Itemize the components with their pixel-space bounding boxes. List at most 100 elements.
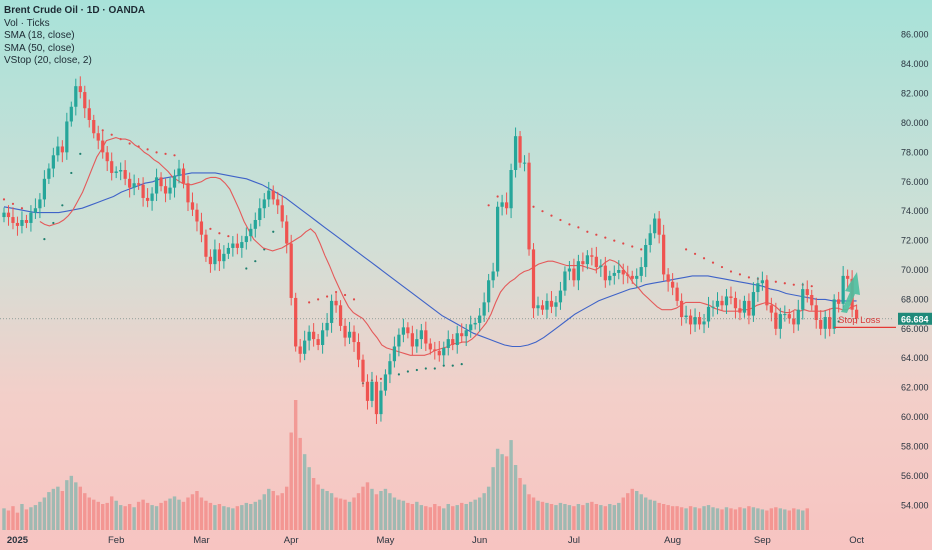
candle-body xyxy=(69,106,73,122)
volume-bar xyxy=(249,504,253,530)
candle-body xyxy=(74,86,78,107)
chart-legend: Brent Crude Oil · 1D · OANDA Vol · Ticks… xyxy=(4,5,145,68)
volume-bar xyxy=(316,484,320,530)
volume-bar xyxy=(406,502,410,530)
volume-bar xyxy=(706,505,711,530)
candle-body xyxy=(6,212,11,218)
candle-body xyxy=(379,390,383,415)
volume-bar xyxy=(87,497,91,530)
volume-bar xyxy=(446,504,450,530)
x-tick-label: Oct xyxy=(849,535,864,546)
vstop-dot xyxy=(442,364,445,367)
y-tick-label: 54.000 xyxy=(901,500,929,510)
volume-bar xyxy=(11,506,15,530)
vstop-dot xyxy=(460,363,463,366)
volume-bar xyxy=(495,448,500,530)
candle-body xyxy=(612,272,616,276)
candle-body xyxy=(662,234,666,275)
volume-bar xyxy=(298,437,302,530)
last-price-label: 66.684 xyxy=(901,314,929,324)
candle-body xyxy=(527,162,531,250)
vstop-dot xyxy=(550,214,553,217)
price-axis[interactable]: 54.000 56.000 58.000 60.000 62.000 64.000 66.0… xyxy=(901,30,929,511)
candle-body xyxy=(451,339,455,345)
x-tick-label: Jun xyxy=(472,535,487,546)
stop-loss-label: Stop Loss xyxy=(838,315,880,326)
volume-bar xyxy=(756,508,760,530)
legend-sma18[interactable]: SMA (18, close) xyxy=(4,30,75,41)
candle-body xyxy=(177,168,181,176)
volume-bar xyxy=(38,501,42,530)
vstop-dot xyxy=(586,230,589,233)
legend-volume[interactable]: Vol · Ticks xyxy=(4,17,50,29)
candle-body xyxy=(271,190,275,200)
y-tick-label: 56.000 xyxy=(901,471,929,481)
candle-body xyxy=(213,249,217,265)
volume-bar xyxy=(222,506,226,530)
candle-body xyxy=(715,300,720,307)
candle-body xyxy=(774,312,778,329)
vstop-dot xyxy=(70,171,73,175)
up-arrow-icon xyxy=(841,272,860,313)
vstop-dot xyxy=(720,265,724,269)
legend-title[interactable]: Brent Crude Oil · 1D · OANDA xyxy=(4,5,146,16)
candle-body xyxy=(679,300,684,318)
candle-body xyxy=(392,346,397,362)
candle-body xyxy=(56,146,60,156)
candle-body xyxy=(657,218,661,235)
candle-body xyxy=(338,305,343,326)
candle-body xyxy=(711,306,715,308)
volume-bar xyxy=(572,506,576,530)
volume-bar xyxy=(217,504,222,530)
candle-body xyxy=(706,306,711,322)
candle-body xyxy=(172,175,177,188)
y-tick-label: 58.000 xyxy=(901,441,929,451)
volume-bar xyxy=(666,505,670,530)
volume-bar xyxy=(554,505,558,530)
volume-bar xyxy=(105,502,109,530)
legend-vstop[interactable]: VStop (20, close, 2) xyxy=(4,55,92,66)
candle-body xyxy=(92,120,96,134)
volume-bar xyxy=(608,504,612,530)
volume-bar xyxy=(163,500,168,530)
candle-body xyxy=(47,168,51,179)
candle-body xyxy=(29,212,33,223)
vstop-dot xyxy=(227,235,230,238)
candle-body xyxy=(653,218,657,234)
sma50-line-group xyxy=(3,172,857,348)
candle-body xyxy=(356,342,361,360)
candle-body xyxy=(724,296,729,306)
candle-body xyxy=(563,271,567,291)
vstop-dot xyxy=(622,242,625,245)
candlesticks xyxy=(2,76,859,424)
candle-body xyxy=(536,305,540,309)
volume-bar xyxy=(527,494,531,530)
candle-body xyxy=(374,381,379,415)
vstop-dot xyxy=(155,151,158,154)
vstop-dot xyxy=(209,227,212,230)
candle-body xyxy=(801,289,805,310)
volume-bar xyxy=(617,502,621,530)
time-axis[interactable]: 2025 Feb Mar Apr May Jun Jul Aug Sep Oct xyxy=(7,535,864,546)
candle-body xyxy=(549,300,554,307)
candle-body xyxy=(42,178,47,200)
candle-body xyxy=(119,170,123,172)
volume-bar xyxy=(109,496,114,530)
volume-bar xyxy=(132,507,136,530)
volume-bar xyxy=(374,494,379,530)
y-tick-label: 66.000 xyxy=(901,324,929,334)
legend-sma50[interactable]: SMA (50, close) xyxy=(4,42,75,54)
candle-body xyxy=(20,220,24,226)
candle-body xyxy=(819,320,823,329)
candle-body xyxy=(60,146,64,153)
vstop-dot xyxy=(559,218,562,222)
volume-bar xyxy=(433,504,437,530)
candle-body xyxy=(509,170,513,209)
volume-bar xyxy=(778,508,783,530)
volume-bar xyxy=(56,486,60,530)
volume-bar xyxy=(581,505,585,530)
vstop-dot xyxy=(79,152,82,155)
vstop-dot xyxy=(496,195,499,198)
